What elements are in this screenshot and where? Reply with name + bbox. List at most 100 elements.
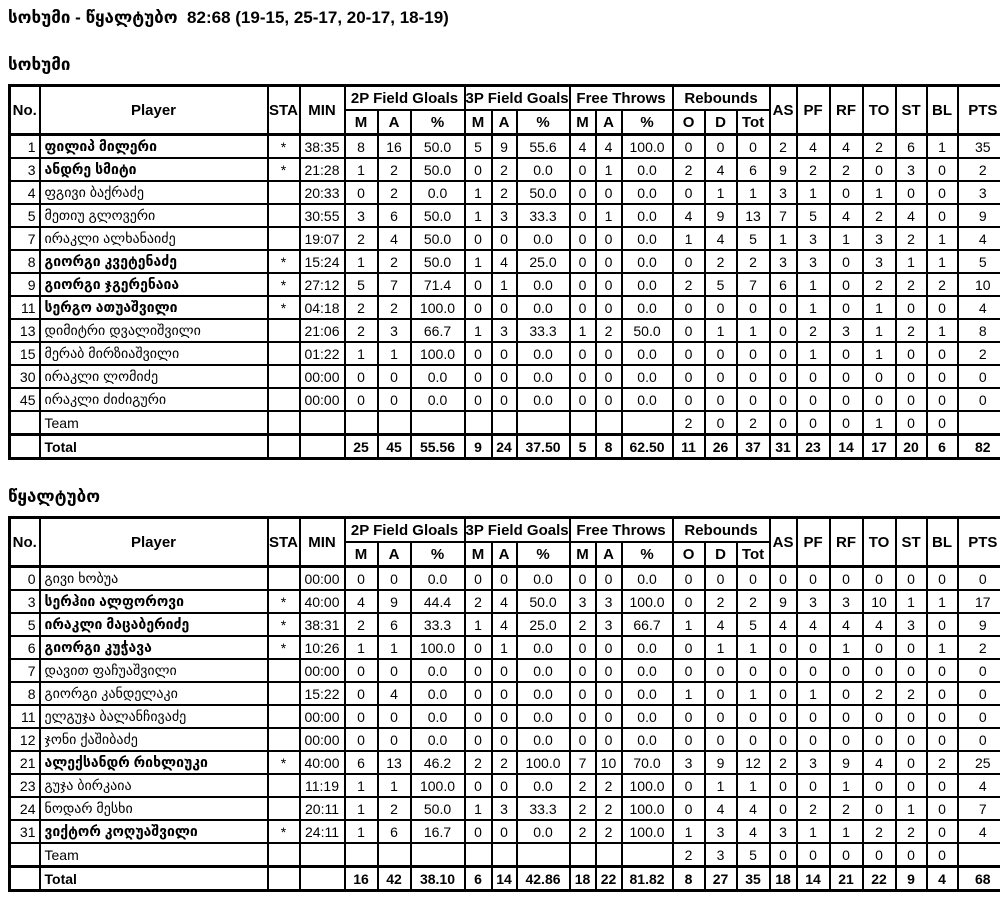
reb-defensive: 4 bbox=[703, 226, 738, 251]
blocks: 0 bbox=[925, 180, 959, 205]
fg3-attempted: 1 bbox=[490, 272, 518, 297]
fg3-made: 0 bbox=[463, 341, 493, 366]
player-name: დავით ფაჩუაშვილი bbox=[38, 658, 269, 683]
assists: 3 bbox=[768, 819, 798, 844]
player-number: 9 bbox=[8, 272, 41, 297]
team-row: Team 2 0 2 0 0 0 1 0 0 bbox=[8, 410, 1000, 436]
turnovers: 0 bbox=[861, 842, 897, 868]
minutes-played: 40:00 bbox=[298, 589, 346, 614]
reb-offensive: 0 bbox=[671, 589, 706, 614]
reb-defensive: 2 bbox=[703, 589, 738, 614]
turnovers: 1 bbox=[861, 410, 897, 436]
fg3-made: 0 bbox=[463, 658, 493, 683]
fg3-percent: 0.0 bbox=[515, 565, 571, 591]
turnovers: 0 bbox=[861, 387, 897, 412]
fg3-attempted: 2 bbox=[490, 750, 518, 775]
reb-total: 4 bbox=[735, 796, 771, 821]
minutes-played: 24:11 bbox=[298, 819, 346, 844]
fg3-percent: 0.0 bbox=[515, 295, 571, 320]
points: 4 bbox=[956, 773, 1000, 798]
fg2-made: 25 bbox=[343, 433, 379, 460]
points: 2 bbox=[956, 341, 1000, 366]
blocks: 0 bbox=[925, 727, 959, 752]
col-header-no: No. bbox=[8, 516, 41, 568]
fg2-percent: 50.0 bbox=[409, 226, 466, 251]
steals: 0 bbox=[894, 773, 928, 798]
fg2-percent: 33.3 bbox=[409, 612, 466, 637]
col-subheader-3p-percent: % bbox=[515, 109, 571, 136]
fg3-attempted: 0 bbox=[490, 295, 518, 320]
fg2-attempted: 9 bbox=[376, 589, 412, 614]
steals: 6 bbox=[894, 133, 928, 159]
blocks: 0 bbox=[925, 295, 959, 320]
player-name: ფგივი ბაქრაძე bbox=[38, 180, 269, 205]
ft-made: 0 bbox=[568, 180, 597, 205]
reb-total: 0 bbox=[735, 295, 771, 320]
reb-offensive: 0 bbox=[671, 658, 706, 683]
turnovers: 2 bbox=[861, 681, 897, 706]
player-row: 12 ჯონი ქაშიბაძე 00:00 0 0 0.0 0 0 0.0 0 0 0.0 0 0 0 0 0… bbox=[8, 727, 1000, 752]
assists: 0 bbox=[768, 410, 798, 436]
turnovers: 0 bbox=[861, 658, 897, 683]
col-subheader-2p-percent: % bbox=[409, 541, 466, 568]
turnovers: 3 bbox=[861, 226, 897, 251]
ft-made: 0 bbox=[568, 203, 597, 228]
player-name: ანდრე სმიტი bbox=[38, 157, 269, 182]
reb-defensive: 0 bbox=[703, 727, 738, 752]
ft-percent bbox=[620, 410, 674, 436]
personal-fouls: 5 bbox=[795, 203, 831, 228]
blocks: 0 bbox=[925, 681, 959, 706]
col-header-player: Player bbox=[38, 84, 269, 136]
fg2-made: 3 bbox=[343, 203, 379, 228]
player-name: გიორგი ჯგერენაია bbox=[38, 272, 269, 297]
player-row: 1 ფილიპ მილერი * 38:35 8 16 50.0 5 9 55.6 4 4 100.0 0… bbox=[8, 133, 1000, 159]
reb-offensive: 8 bbox=[671, 865, 706, 892]
reb-total: 0 bbox=[735, 387, 771, 412]
col-header-steals: ST bbox=[894, 84, 928, 136]
reb-total: 1 bbox=[735, 635, 771, 660]
reb-offensive: 0 bbox=[671, 180, 706, 205]
received-fouls: 4 bbox=[828, 612, 864, 637]
fg3-percent bbox=[515, 410, 571, 436]
fg3-attempted: 0 bbox=[490, 704, 518, 729]
reb-defensive: 4 bbox=[703, 612, 738, 637]
box-score-page: სოხუმი - წყალტუბო 82:68 (19-15, 25-17, 2… bbox=[8, 8, 1000, 892]
reb-defensive: 0 bbox=[703, 364, 738, 389]
minutes-played: 38:31 bbox=[298, 612, 346, 637]
col-header-blocks: BL bbox=[925, 516, 959, 568]
reb-total: 4 bbox=[735, 819, 771, 844]
player-row: 23 გუჯა ბირკაია 11:19 1 1 100.0 0 0 0.0 2 2 100.0 0 1… bbox=[8, 773, 1000, 798]
player-row: 3 ანდრე სმიტი * 21:28 1 2 50.0 0 2 0.0 0 1 0.0 2 4 6 9 2 2… bbox=[8, 157, 1000, 182]
ft-percent: 0.0 bbox=[620, 157, 674, 182]
player-number: 3 bbox=[8, 157, 41, 182]
ft-attempted: 0 bbox=[594, 635, 623, 660]
personal-fouls: 14 bbox=[795, 865, 831, 892]
points: 68 bbox=[956, 865, 1000, 892]
assists: 3 bbox=[768, 180, 798, 205]
starter-flag: * bbox=[266, 272, 301, 297]
player-row: 6 გიორგი კუჭავა * 10:26 1 1 100.0 0 1 0.0 0 0 0.0 0 1 1… bbox=[8, 635, 1000, 660]
player-name: ირაკლი ლომიძე bbox=[38, 364, 269, 389]
player-row: 4 ფგივი ბაქრაძე 20:33 0 2 0.0 1 2 50.0 0 0 0.0 0 1 1 3 1… bbox=[8, 180, 1000, 205]
fg2-made: 5 bbox=[343, 272, 379, 297]
reb-offensive: 2 bbox=[671, 272, 706, 297]
received-fouls: 1 bbox=[828, 819, 864, 844]
ft-percent: 62.50 bbox=[620, 433, 674, 460]
fg3-made: 5 bbox=[463, 133, 493, 159]
personal-fouls: 0 bbox=[795, 773, 831, 798]
fg2-percent: 50.0 bbox=[409, 203, 466, 228]
ft-percent: 0.0 bbox=[620, 565, 674, 591]
ft-attempted: 1 bbox=[594, 203, 623, 228]
fg3-attempted: 0 bbox=[490, 341, 518, 366]
fg2-made: 2 bbox=[343, 295, 379, 320]
reb-offensive: 0 bbox=[671, 249, 706, 274]
fg2-attempted: 6 bbox=[376, 203, 412, 228]
col-header-turnovers: TO bbox=[861, 516, 897, 568]
starter-flag bbox=[266, 410, 301, 436]
reb-defensive: 1 bbox=[703, 635, 738, 660]
minutes-played: 01:22 bbox=[298, 341, 346, 366]
points: 8 bbox=[956, 318, 1000, 343]
ft-percent: 0.0 bbox=[620, 727, 674, 752]
fg2-percent bbox=[409, 410, 466, 436]
fg2-made: 1 bbox=[343, 796, 379, 821]
